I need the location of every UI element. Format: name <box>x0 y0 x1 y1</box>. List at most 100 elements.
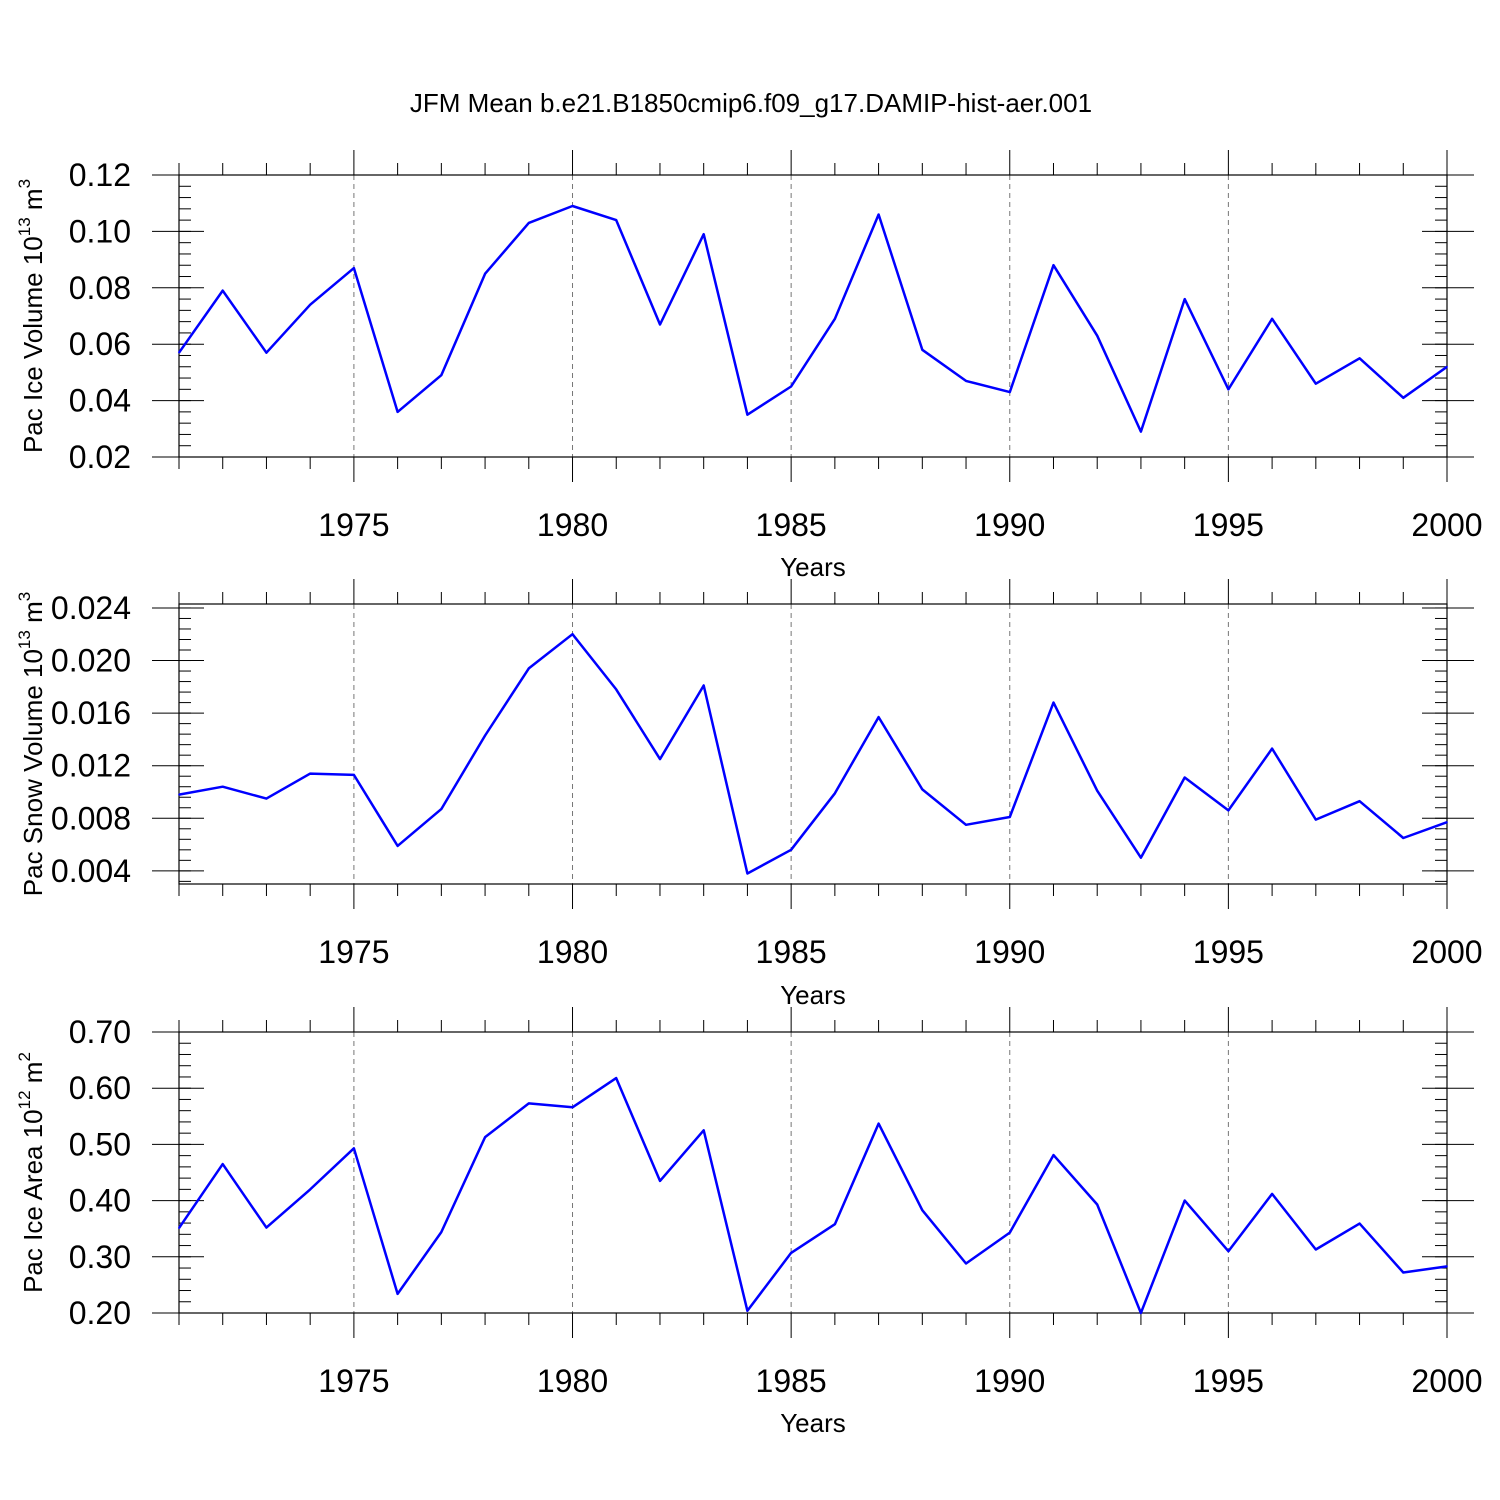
data-point <box>1140 430 1142 433</box>
data-point <box>615 219 618 221</box>
y-tick-label: 0.024 <box>51 590 131 626</box>
chart-panel-1: 0.02 0.04 0.06 0.08 0.10 0.12 1975 1980 1985 1990… <box>15 150 1483 582</box>
y-tick-label: 0.020 <box>51 643 131 679</box>
data-point <box>527 222 530 224</box>
data-point <box>178 793 180 796</box>
x-tick-label: 1975 <box>318 1363 389 1399</box>
data-point <box>1227 1250 1230 1252</box>
data-point <box>265 797 268 800</box>
data-point <box>527 667 530 670</box>
data-point <box>440 808 443 810</box>
data-point <box>527 1102 530 1105</box>
data-point <box>1096 1203 1099 1206</box>
data-point <box>746 1309 749 1312</box>
data-point <box>396 411 399 413</box>
y-tick-label: 0.08 <box>69 270 131 306</box>
data-point <box>746 872 749 875</box>
data-point <box>746 413 749 416</box>
data-point <box>309 1188 311 1191</box>
data-point <box>1008 1231 1011 1234</box>
x-axis-label: Years <box>780 980 846 1010</box>
data-point <box>659 1180 661 1182</box>
data-point <box>877 213 880 216</box>
data-point <box>1358 1222 1361 1225</box>
data-point <box>1402 396 1405 399</box>
data-point <box>221 785 224 788</box>
data-point <box>221 1163 224 1165</box>
data-point <box>965 1262 967 1265</box>
y-tick-label: 0.012 <box>51 748 131 784</box>
x-tick-label: 2000 <box>1411 1363 1482 1399</box>
data-point <box>1227 809 1230 812</box>
data-point <box>921 1209 924 1211</box>
data-point <box>571 1106 574 1109</box>
y-tick-label: 0.40 <box>69 1183 131 1219</box>
y-tick-label: 0.02 <box>69 439 131 475</box>
data-point <box>1315 818 1317 821</box>
y-tick-label: 0.20 <box>69 1295 131 1331</box>
data-point <box>702 684 705 687</box>
data-point <box>309 772 311 775</box>
data-point <box>1008 391 1011 393</box>
data-point <box>484 734 486 737</box>
x-tick-label: 1990 <box>974 507 1045 543</box>
data-point <box>877 716 880 718</box>
x-tick-label: 1990 <box>974 934 1045 970</box>
data-point <box>790 1252 792 1254</box>
data-point <box>440 1231 443 1233</box>
data-point <box>1227 388 1230 391</box>
data-point <box>1052 701 1055 704</box>
y-tick-label: 0.016 <box>51 695 131 731</box>
y-axis-label: Pac Snow Volume 1013 m3 <box>15 592 48 896</box>
y-tick-label: 0.06 <box>69 326 131 362</box>
data-point <box>440 374 443 377</box>
chart-panel-3: 0.20 0.30 0.40 0.50 0.60 0.70 1975 1980 1985 1990… <box>15 1007 1483 1438</box>
data-point <box>353 1147 355 1150</box>
plot-frame <box>178 1031 1448 1314</box>
data-point <box>265 1226 268 1229</box>
y-tick-label: 0.10 <box>69 213 131 249</box>
y-tick-label: 0.12 <box>69 157 131 193</box>
data-point <box>834 1223 836 1226</box>
data-point <box>178 351 180 354</box>
data-point <box>702 1129 705 1132</box>
data-point <box>1315 382 1317 385</box>
x-tick-label: 1985 <box>756 934 827 970</box>
data-point <box>965 380 967 382</box>
data-point <box>178 1227 180 1229</box>
data-point <box>1358 357 1361 360</box>
data-point <box>571 633 574 636</box>
x-tick-label: 2000 <box>1411 934 1482 970</box>
data-point <box>484 1136 486 1138</box>
series-line <box>178 632 1448 875</box>
data-point <box>353 774 355 776</box>
data-point <box>1096 334 1099 337</box>
data-point <box>1446 1265 1448 1268</box>
data-point <box>1358 800 1361 802</box>
x-tick-label: 1980 <box>537 934 608 970</box>
y-tick-label: 0.60 <box>69 1070 131 1106</box>
data-point <box>659 323 661 326</box>
x-tick-label: 1990 <box>974 1363 1045 1399</box>
data-point <box>1052 264 1055 267</box>
x-tick-label: 2000 <box>1411 507 1482 543</box>
y-tick-label: 0.30 <box>69 1239 131 1275</box>
data-point <box>1140 856 1142 859</box>
data-point <box>790 849 792 851</box>
x-tick-label: 1985 <box>756 507 827 543</box>
data-point <box>1402 837 1405 839</box>
data-point <box>396 845 399 847</box>
data-point <box>1446 365 1448 368</box>
x-tick-label: 1985 <box>756 1363 827 1399</box>
x-tick-label: 1995 <box>1193 934 1264 970</box>
data-point <box>790 385 792 388</box>
data-point <box>1140 1312 1142 1314</box>
data-point <box>834 318 836 320</box>
y-axis-label: Pac Ice Volume 1013 m3 <box>15 179 48 453</box>
data-point <box>615 1077 618 1079</box>
data-point <box>659 758 661 760</box>
data-point <box>1183 298 1186 300</box>
y-tick-label: 0.008 <box>51 800 131 836</box>
data-point <box>571 205 574 207</box>
data-point <box>1271 1193 1273 1195</box>
